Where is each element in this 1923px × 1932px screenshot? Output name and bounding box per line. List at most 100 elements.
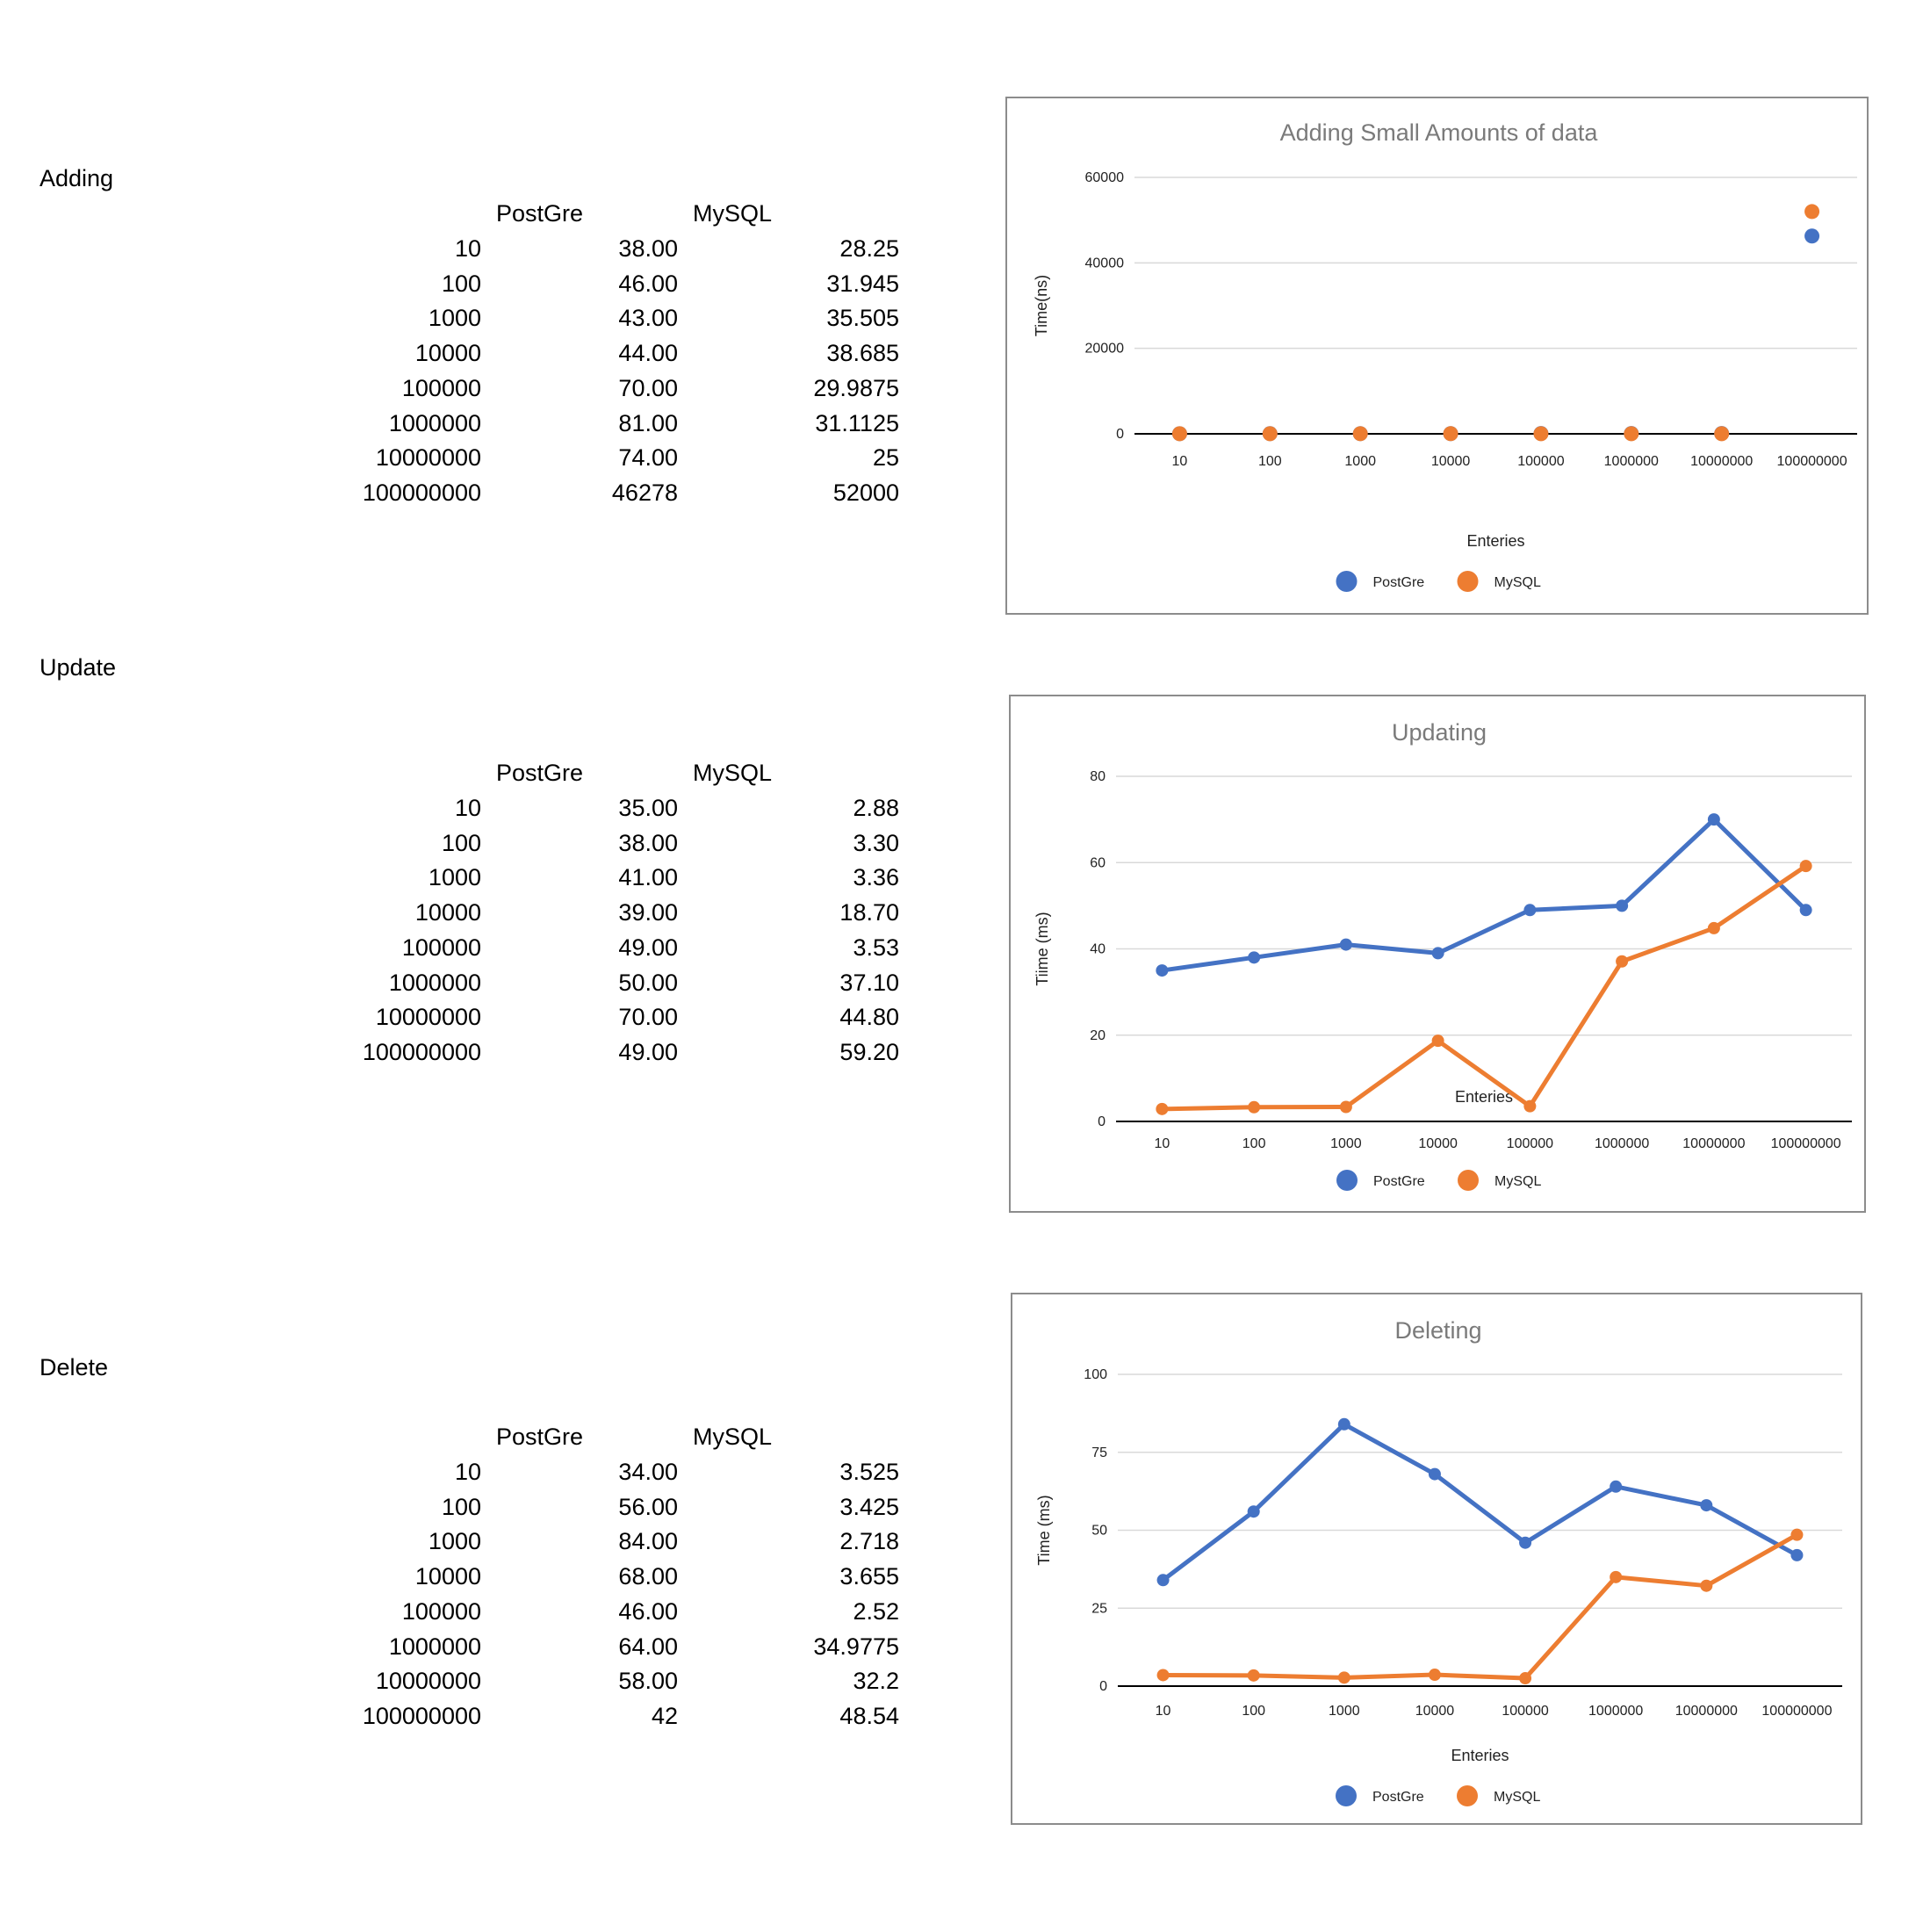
entries-cell: 1000 <box>428 1528 481 1555</box>
entries-cell: 10000000 <box>375 444 481 472</box>
postgre-cell: 39.00 <box>618 899 678 926</box>
x-tick-label: 100000 <box>1502 1704 1548 1719</box>
table-row: 100 38.00 3.30 <box>0 830 931 865</box>
entries-cell: 100000000 <box>362 1702 481 1729</box>
y-tick-label: 0 <box>1099 1679 1107 1694</box>
data-point-postgre <box>1610 1480 1623 1493</box>
data-point-postgre <box>1431 947 1444 960</box>
table-row: 100000000 46278 52000 <box>0 479 931 515</box>
x-tick-label: 1000 <box>1330 1136 1362 1151</box>
postgre-cell: 49.00 <box>618 1038 678 1065</box>
data-point-postgre <box>1156 1574 1170 1587</box>
table-row: 100000 46.00 2.52 <box>0 1598 931 1633</box>
section-title-adding: Adding <box>40 165 114 191</box>
x-tick-label: 100 <box>1258 454 1282 469</box>
postgre-cell: 34.00 <box>618 1459 678 1485</box>
column-header-mysql: MySQL <box>693 1424 773 1450</box>
data-point-mysql <box>1519 1672 1532 1685</box>
data-point-postgre <box>1523 904 1537 917</box>
mysql-cell: 35.505 <box>826 305 899 332</box>
entries-cell: 100000000 <box>362 1038 481 1065</box>
x-tick-label: 10000 <box>1418 1136 1458 1151</box>
y-tick-label: 60000 <box>1085 170 1125 185</box>
table-row: 100000 49.00 3.53 <box>0 934 931 970</box>
data-point-postgre <box>1790 1548 1804 1561</box>
data-point-mysql <box>1431 1034 1444 1048</box>
x-tick-label: 100 <box>1242 1704 1265 1719</box>
x-tick-label: 10000 <box>1415 1704 1455 1719</box>
data-point-mysql <box>1714 426 1730 442</box>
data-point-mysql <box>1707 921 1720 934</box>
postgre-cell: 50.00 <box>618 969 678 996</box>
y-axis-title: Time(ns) <box>1033 275 1050 336</box>
y-tick-label: 40 <box>1090 942 1106 957</box>
postgre-cell: 42 <box>651 1702 678 1729</box>
data-point-mysql <box>1156 1669 1170 1682</box>
y-tick-label: 0 <box>1098 1114 1106 1129</box>
table-row: 10000 68.00 3.655 <box>0 1563 931 1598</box>
legend-marker-mysql <box>1457 1785 1478 1806</box>
data-point-postgre <box>1337 1417 1350 1431</box>
y-tick-label: 40000 <box>1085 256 1125 270</box>
entries-cell: 10000 <box>414 340 481 367</box>
table-row: 1000000 50.00 37.10 <box>0 970 931 1005</box>
chart-adding-svg: Adding Small Amounts of data 0 20000 40000 6… <box>1033 119 1857 592</box>
data-point-mysql <box>1700 1579 1713 1592</box>
entries-cell: 10000 <box>414 1563 481 1590</box>
section-title-update: Update <box>40 654 117 681</box>
x-tick-label: 10000000 <box>1675 1704 1738 1719</box>
mysql-cell: 38.685 <box>826 340 899 367</box>
legend-marker-mysql <box>1457 571 1479 592</box>
postgre-cell: 70.00 <box>618 374 678 401</box>
data-point-mysql <box>1248 1100 1261 1114</box>
data-point-mysql <box>1443 426 1458 442</box>
mysql-cell: 25 <box>872 444 899 472</box>
postgre-cell: 56.00 <box>618 1493 678 1520</box>
table-row: 10 34.00 3.525 <box>0 1459 931 1494</box>
data-point-mysql <box>1247 1669 1260 1682</box>
entries-cell: 1000 <box>428 305 481 332</box>
entries-cell: 10 <box>454 1459 481 1485</box>
data-point-mysql <box>1428 1669 1441 1682</box>
postgre-cell: 49.00 <box>618 934 678 961</box>
entries-cell: 100000 <box>401 934 481 961</box>
y-axis-title: Time (ms) <box>1035 1495 1053 1565</box>
mysql-cell: 59.20 <box>839 1038 899 1065</box>
table-header-row: PostGre MySQL <box>0 200 931 235</box>
entries-cell: 100 <box>441 829 481 856</box>
data-point-mysql <box>1610 1570 1623 1583</box>
chart-deleting: Deleting 0 25 50 75 100 10 100 1000 10000 100000 10… <box>1011 1293 1862 1825</box>
postgre-cell: 70.00 <box>618 1004 678 1031</box>
chart-title: Deleting <box>1394 1317 1481 1344</box>
chart-adding: Adding Small Amounts of data 0 20000 40000 6… <box>1005 97 1869 615</box>
mysql-cell: 31.1125 <box>815 409 899 436</box>
x-tick-label: 10000000 <box>1690 454 1753 469</box>
y-tick-label: 75 <box>1091 1445 1107 1460</box>
y-tick-label: 50 <box>1091 1524 1107 1539</box>
mysql-cell: 18.70 <box>839 899 899 926</box>
mysql-cell: 31.945 <box>826 270 899 297</box>
x-tick-label: 100000 <box>1507 1136 1553 1151</box>
data-point-mysql <box>1337 1671 1350 1684</box>
data-point-postgre <box>1804 228 1820 244</box>
data-point-postgre <box>1247 1505 1260 1518</box>
postgre-cell: 81.00 <box>618 409 678 436</box>
postgre-cell: 68.00 <box>618 1563 678 1590</box>
x-tick-label: 100000000 <box>1761 1704 1832 1719</box>
column-header-mysql: MySQL <box>693 200 773 227</box>
mysql-cell: 3.53 <box>853 934 899 961</box>
column-header-mysql: MySQL <box>693 760 773 786</box>
postgre-cell: 64.00 <box>618 1633 678 1660</box>
data-point-postgre <box>1519 1536 1532 1549</box>
table-row: 100000 70.00 29.9875 <box>0 375 931 410</box>
data-point-postgre <box>1339 938 1352 951</box>
data-point-postgre <box>1248 951 1261 964</box>
chart-updating: Updating 0 20 40 60 80 10 100 1000 10000 100000 100… <box>1009 695 1866 1213</box>
series-line-mysql <box>1163 1532 1798 1681</box>
mysql-cell: 3.525 <box>839 1459 899 1485</box>
y-tick-label: 100 <box>1084 1367 1107 1382</box>
entries-cell: 10000 <box>414 899 481 926</box>
x-tick-label: 100000000 <box>1771 1136 1841 1151</box>
x-tick-label: 10000 <box>1431 454 1471 469</box>
mysql-cell: 52000 <box>832 479 899 506</box>
